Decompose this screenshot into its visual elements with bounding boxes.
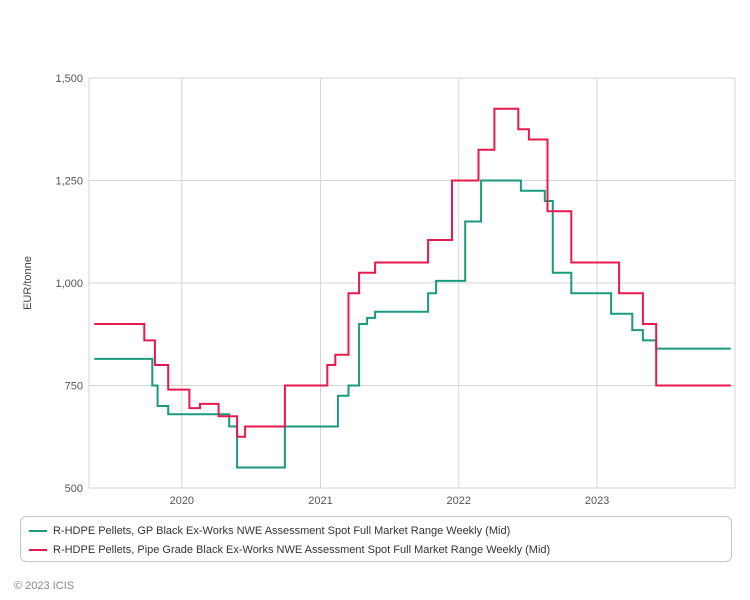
legend-item-pipe-grade[interactable]: R-HDPE Pellets, Pipe Grade Black Ex-Work… [29,540,723,559]
x-tick-label: 2022 [447,495,471,507]
plot-area [88,78,736,488]
y-axis-label: EUR/tonne [22,256,34,310]
legend-label-gp-black: R-HDPE Pellets, GP Black Ex-Works NWE As… [53,524,511,537]
line-chart: 500 750 1,000 1,250 1,500 2020 2021 2022 2023 E… [22,73,736,507]
x-tick-label: 2020 [170,495,194,507]
legend-label-pipe-grade: R-HDPE Pellets, Pipe Grade Black Ex-Work… [53,543,551,556]
legend-swatch-gp-black [29,529,47,532]
grid-lines [89,77,735,489]
series-line-pipe-grade[interactable] [94,107,731,438]
legend-swatch-pipe-grade [29,548,47,551]
x-axis-ticks: 2020 2021 2022 2023 [170,495,610,507]
y-tick-label: 1,000 [55,278,83,290]
y-axis-ticks: 500 750 1,000 1,250 1,500 [55,73,83,495]
y-tick-label: 750 [65,381,83,393]
legend[interactable]: R-HDPE Pellets, GP Black Ex-Works NWE As… [20,516,732,562]
copyright-text: © 2023 ICIS [14,580,75,592]
y-tick-label: 1,250 [55,176,83,188]
y-tick-label: 500 [65,483,83,495]
series-lines [94,107,731,469]
series-line-gp-black[interactable] [94,179,731,469]
legend-item-gp-black[interactable]: R-HDPE Pellets, GP Black Ex-Works NWE As… [29,521,723,540]
x-tick-label: 2021 [308,495,332,507]
y-tick-label: 1,500 [55,73,83,85]
x-tick-label: 2023 [585,495,609,507]
